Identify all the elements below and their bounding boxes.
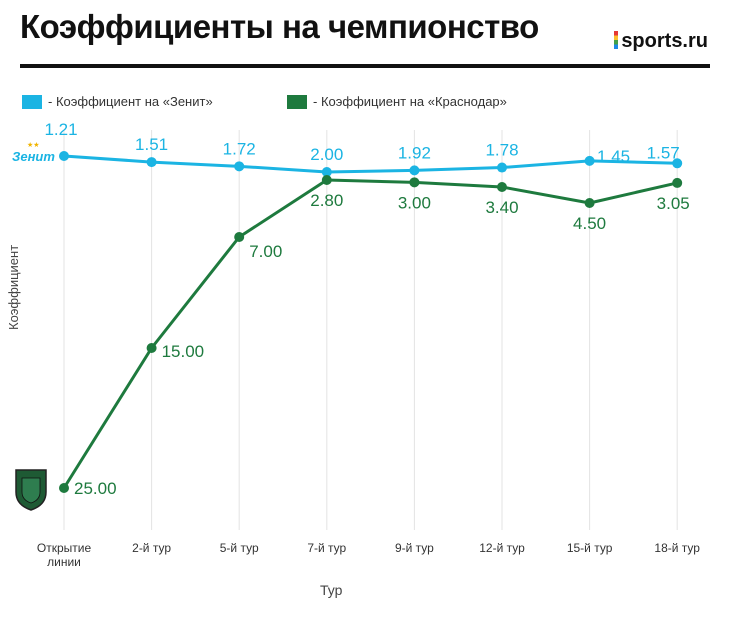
krasnodar-logo-icon [15, 469, 47, 511]
data-point-zenit [59, 151, 69, 161]
zenit-logo-icon: Зенит★★ [12, 141, 55, 164]
data-label-krasnodar: 25.00 [74, 479, 117, 498]
data-point-krasnodar [584, 198, 595, 208]
data-label-zenit: 1.21 [44, 120, 77, 139]
legend-label-krasnodar: - Коэффициент на «Краснодар» [313, 94, 507, 109]
legend-item-zenit: - Коэффициент на «Зенит» [22, 94, 213, 109]
svg-text:★★: ★★ [27, 141, 40, 149]
data-point-krasnodar [672, 177, 683, 188]
data-label-krasnodar: 7.00 [249, 242, 282, 261]
x-tick-label: 9-й тур [395, 541, 434, 555]
data-label-krasnodar: 4.50 [573, 214, 606, 233]
data-point-zenit [234, 161, 245, 172]
data-point-krasnodar [146, 343, 157, 353]
legend-swatch-zenit [22, 94, 42, 109]
data-point-zenit [409, 165, 420, 176]
x-tick-label: 12-й тур [479, 541, 525, 555]
legend-item-krasnodar: - Коэффициент на «Краснодар» [287, 94, 507, 109]
brand-logo: sports.ru [614, 30, 708, 53]
data-label-zenit: 2.00 [310, 145, 343, 164]
x-tick-label: 15-й тур [567, 541, 613, 555]
data-label-zenit: 1.92 [398, 143, 431, 162]
data-point-krasnodar [59, 483, 69, 493]
data-label-zenit: 1.57 [647, 143, 680, 162]
x-tick-label: 2-й тур [132, 541, 171, 555]
data-point-krasnodar [497, 182, 507, 192]
data-label-krasnodar: 3.05 [657, 194, 690, 213]
brand-name: sports.ru [621, 30, 708, 52]
data-label-zenit: 1.72 [223, 139, 256, 158]
data-point-zenit [146, 157, 157, 168]
data-label-zenit: 1.51 [135, 135, 168, 154]
data-point-zenit [584, 155, 595, 166]
brand-dots-icon [614, 31, 619, 49]
legend-swatch-krasnodar [287, 94, 307, 109]
data-label-krasnodar: 3.00 [398, 193, 431, 212]
x-axis-label: Тур [320, 582, 343, 598]
chart-title: Коэффициенты на чемпионство [20, 8, 539, 45]
data-point-krasnodar [321, 175, 332, 185]
series-line-krasnodar [62, 178, 678, 489]
data-point-krasnodar [234, 232, 245, 242]
x-tick-label: 18-й тур [654, 541, 700, 555]
data-label-krasnodar: 15.00 [162, 342, 205, 361]
svg-text:Зенит: Зенит [12, 149, 55, 164]
data-label-krasnodar: 3.40 [485, 198, 518, 217]
legend-label-zenit: - Коэффициент на «Зенит» [48, 94, 213, 109]
x-tick-label: 7-й тур [307, 541, 346, 555]
x-tick-label: Открытие линии [37, 541, 92, 569]
data-label-zenit: 1.45 [597, 147, 630, 166]
data-point-zenit [672, 158, 683, 169]
data-label-zenit: 1.78 [485, 141, 518, 160]
data-label-krasnodar: 2.80 [310, 191, 343, 210]
data-point-krasnodar [409, 177, 420, 188]
title-rule [20, 64, 710, 68]
data-point-zenit [321, 167, 332, 177]
x-tick-label: 5-й тур [220, 541, 259, 555]
series-line-zenit [63, 154, 678, 174]
data-point-zenit [497, 162, 507, 173]
